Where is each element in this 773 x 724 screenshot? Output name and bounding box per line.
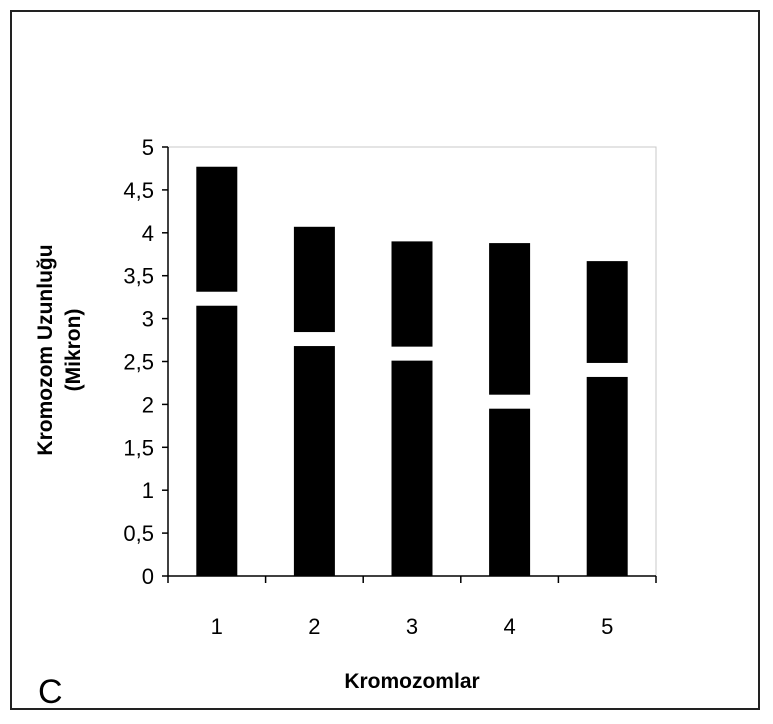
y-tick-label: 5	[142, 135, 154, 160]
x-tick-label: 2	[308, 614, 320, 639]
panel-label: C	[38, 673, 63, 711]
bar-lower-segment-2	[293, 346, 335, 576]
bar-lower-segment-3	[391, 360, 433, 576]
y-tick-label: 2,5	[123, 350, 154, 375]
x-tick-label: 4	[503, 614, 515, 639]
x-tick-label: 5	[601, 614, 613, 639]
bars-group	[196, 166, 628, 576]
y-axis-title-line1: Kromozom Uzunluğu	[34, 244, 57, 455]
bar-upper-segment-4	[489, 243, 531, 395]
y-tick-label: 1,5	[123, 435, 154, 460]
y-tick-label: 3,5	[123, 264, 154, 289]
bar-upper-segment-3	[391, 241, 433, 347]
y-tick-label: 3	[142, 307, 154, 332]
y-axis-title-line2: (Mikron)	[62, 309, 85, 392]
axes-group: 0 0,5 1 1,5 2 2,5 3 3,5 4 4,5 5 1 2 3 4 5	[123, 135, 657, 639]
figure-frame	[10, 10, 760, 710]
x-tick-label: 1	[211, 614, 223, 639]
bar-lower-segment-1	[196, 305, 238, 576]
y-tick-label: 4,5	[123, 178, 154, 203]
y-tick-label: 2	[142, 392, 154, 417]
y-tick-label: 0	[142, 564, 154, 589]
bar-upper-segment-1	[196, 166, 238, 292]
y-tick-label: 0,5	[123, 521, 154, 546]
y-tick-label: 4	[142, 221, 154, 246]
x-tick-label: 3	[406, 614, 418, 639]
bar-upper-segment-5	[586, 261, 628, 363]
bar-upper-segment-2	[293, 226, 335, 333]
x-axis-title: Kromozomlar	[344, 670, 479, 693]
bar-lower-segment-4	[489, 408, 531, 576]
y-tick-label: 1	[142, 478, 154, 503]
bar-lower-segment-5	[586, 376, 628, 576]
